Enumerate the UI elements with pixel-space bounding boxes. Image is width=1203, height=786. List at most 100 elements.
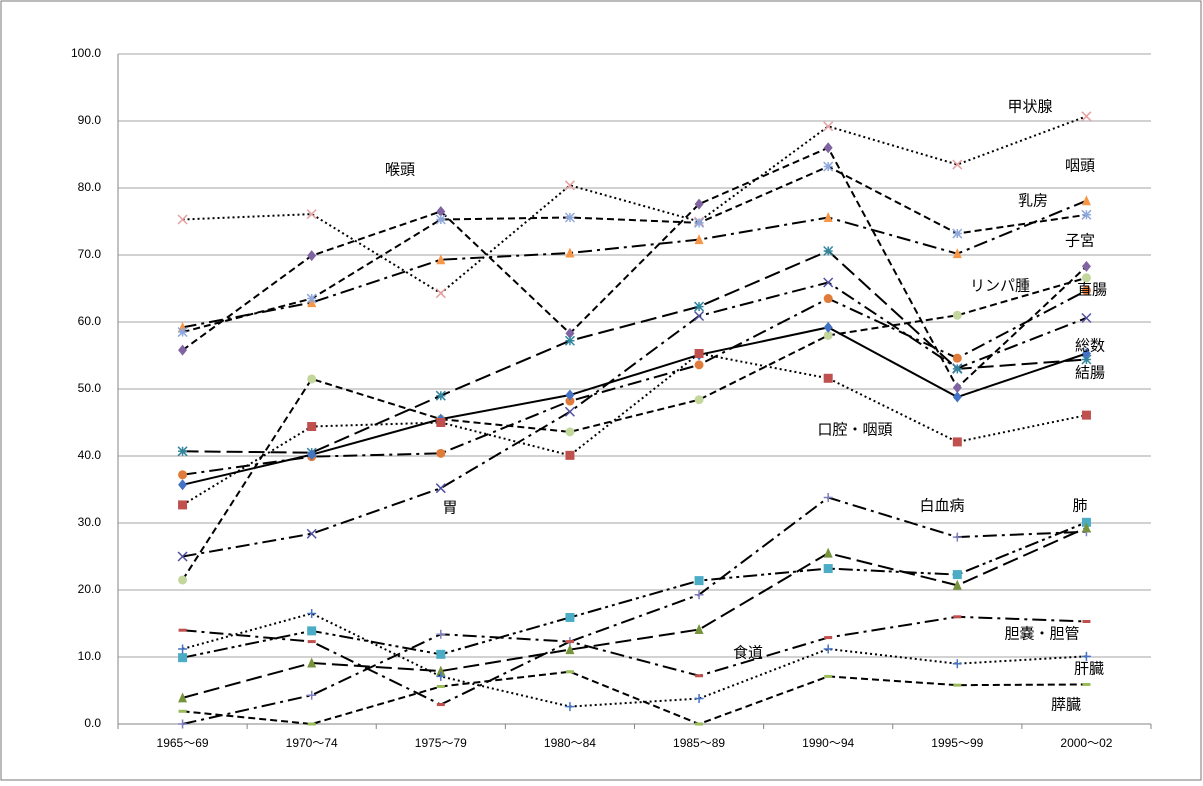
marker (694, 198, 704, 210)
marker (1081, 354, 1092, 365)
marker (1081, 209, 1092, 220)
marker (177, 327, 188, 338)
annotation: 胃 (442, 499, 457, 517)
annotation: 結腸 (1075, 364, 1105, 382)
marker (1081, 410, 1091, 420)
marker (178, 644, 188, 654)
marker (952, 437, 962, 447)
marker (694, 576, 704, 586)
marker (694, 624, 704, 635)
series-line (182, 496, 1087, 725)
marker (823, 142, 833, 154)
marker (564, 335, 575, 346)
y-tick-label: 0.0 (84, 716, 101, 730)
marker (823, 245, 834, 257)
x-tick-label: 1990～94 (802, 736, 854, 750)
marker (1081, 651, 1091, 661)
series-line (182, 326, 1087, 486)
annotation: 膵臓 (1051, 696, 1081, 714)
x-tick-label: 1965～69 (157, 736, 209, 750)
marker (435, 214, 446, 225)
marker (564, 180, 575, 191)
marker (178, 344, 188, 356)
marker (694, 395, 704, 405)
marker (1081, 286, 1091, 296)
marker (436, 254, 446, 265)
marker (952, 532, 962, 542)
series-line (182, 199, 1087, 329)
marker (435, 390, 446, 401)
series-line (182, 612, 1087, 708)
marker (694, 360, 704, 370)
marker (694, 348, 704, 358)
y-tick-label: 30.0 (78, 515, 102, 529)
marker (307, 608, 317, 618)
marker (178, 575, 188, 585)
marker (952, 382, 962, 394)
marker (564, 212, 575, 223)
x-tick-label: 1980～84 (544, 736, 596, 750)
marker (178, 653, 188, 663)
y-tick-label: 20.0 (78, 582, 102, 596)
marker (952, 659, 962, 669)
annotation: 直腸 (1077, 281, 1107, 299)
marker (823, 277, 834, 288)
marker (178, 692, 188, 703)
marker (823, 564, 833, 574)
marker (952, 228, 963, 239)
marker (1081, 522, 1091, 533)
y-tick-label: 60.0 (78, 314, 102, 328)
marker (307, 449, 317, 461)
marker (694, 590, 704, 600)
marker (306, 293, 317, 304)
marker (823, 373, 833, 383)
marker (436, 448, 446, 458)
annotation: 肝臓 (1074, 660, 1104, 678)
marker (435, 483, 446, 494)
marker (436, 665, 446, 676)
annotation: 白血病 (919, 497, 964, 515)
series-line (182, 165, 1087, 334)
marker (306, 528, 317, 539)
annotation: 食道 (733, 644, 763, 662)
marker (307, 250, 317, 262)
annotation: 喉頭 (385, 161, 415, 179)
marker (436, 205, 446, 217)
series-line (182, 526, 1087, 699)
series-line (182, 249, 1087, 454)
marker (436, 418, 446, 427)
marker (694, 694, 704, 704)
marker (178, 500, 188, 510)
annotation: 総数 (1075, 337, 1105, 355)
marker (1081, 111, 1092, 122)
marker (694, 301, 705, 312)
marker (823, 161, 834, 172)
marker (694, 310, 705, 322)
marker (823, 294, 833, 304)
x-tick-label: 1985～89 (673, 736, 725, 750)
series-line (182, 115, 1087, 295)
x-tick-label: 1975～79 (415, 736, 467, 750)
marker (952, 310, 962, 320)
y-tick-label: 90.0 (78, 113, 102, 127)
marker (178, 470, 188, 480)
marker (823, 644, 833, 654)
marker (565, 327, 575, 339)
x-tick-label: 1970～74 (286, 736, 338, 750)
marker (1081, 260, 1091, 272)
annotation: 咽頭 (1065, 157, 1095, 175)
series-line (182, 670, 1087, 726)
marker (1081, 312, 1092, 324)
marker (307, 690, 317, 700)
marker (823, 321, 833, 333)
marker (436, 629, 446, 639)
marker (565, 396, 575, 406)
marker (1081, 273, 1091, 283)
annotation: 胆嚢・胆管 (1004, 625, 1079, 643)
marker (823, 211, 833, 222)
y-tick-label: 70.0 (78, 247, 102, 261)
y-tick-label: 50.0 (78, 381, 102, 395)
marker (177, 214, 188, 225)
